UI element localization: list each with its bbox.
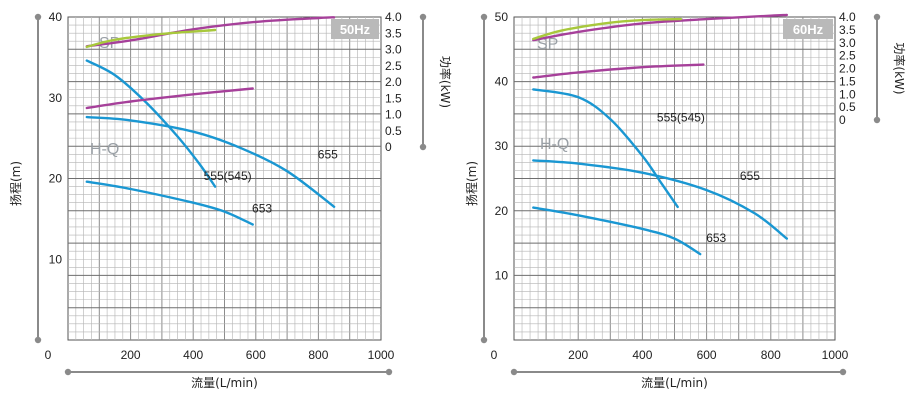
left-axis-rod-dot-end [34, 336, 42, 344]
right-axis-rod-dot-start [419, 13, 427, 21]
y2-axis-label: 功率(kW) [892, 42, 906, 94]
y-axis-label: 扬程(m) [8, 161, 23, 206]
head-curve-653 [85, 180, 254, 226]
x-tick-label: 200 [121, 348, 141, 362]
y-tick-label: 10 [49, 252, 63, 266]
power-curve-5 [85, 28, 217, 49]
right-axis-rod-dot-end [873, 116, 881, 124]
power-curve-3 [85, 16, 336, 48]
y2-tick-label: 3.0 [385, 43, 402, 57]
head-curve-655 [532, 159, 788, 240]
left-axis-rod-dot-start [34, 13, 42, 21]
y-zero-label: 0 [45, 348, 52, 362]
power-curve-4 [532, 63, 705, 79]
bottom-axis-rod-dot-start [64, 368, 72, 376]
left-axis-rod [480, 13, 488, 344]
x-tick-label: 600 [246, 348, 266, 362]
y2-tick-label: 0.5 [385, 124, 402, 138]
y2-tick-label: 2.0 [839, 62, 856, 76]
y2-tick-label: 1.0 [385, 108, 402, 122]
y-tick-label: 40 [495, 75, 509, 89]
grid [514, 17, 835, 340]
y-tick-label: 50 [495, 10, 509, 24]
right-axis-rod [873, 13, 881, 124]
curve-label-655: 655 [740, 169, 760, 183]
y2-tick-label: 2.0 [385, 75, 402, 89]
bottom-axis-rod [64, 368, 393, 376]
y2-tick-label: 3.5 [385, 26, 402, 40]
y2-tick-label: 1.5 [385, 91, 402, 105]
y2-tick-label: 4.0 [385, 10, 402, 24]
y2-tick-label: 3.0 [839, 36, 856, 50]
y2-tick-label: 2.5 [385, 59, 402, 73]
curve-label-653: 653 [706, 231, 726, 245]
y2-tick-label: 2.5 [839, 49, 856, 63]
head-curve-555(545) [85, 59, 217, 188]
y2-tick-label: 0.5 [839, 100, 856, 114]
power-curve-3 [532, 13, 788, 42]
head-curve-555(545) [532, 88, 679, 209]
frequency-badge: 50Hz [331, 19, 379, 39]
curve-label-653: 653 [252, 201, 272, 215]
x-tick-label: 200 [568, 348, 588, 362]
right-axis-rod-dot-end [419, 143, 427, 151]
curve-label-555(545): 555(545) [657, 111, 705, 125]
y-zero-label: 0 [491, 348, 498, 362]
y2-tick-label: 0 [385, 140, 392, 154]
y-tick-label: 40 [49, 10, 63, 24]
badge-bg [783, 19, 833, 39]
frequency-badge: 60Hz [783, 19, 833, 39]
hq-region-label: H-Q [540, 136, 569, 153]
y2-tick-label: 4.0 [839, 10, 856, 24]
head-curve-655 [85, 115, 336, 208]
y-tick-label: 10 [495, 268, 509, 282]
x-tick-label: 400 [632, 348, 652, 362]
curve-label-555(545): 555(545) [204, 169, 252, 183]
right-axis-rod-dot-start [873, 13, 881, 21]
left-axis-rod [34, 13, 42, 344]
right-axis-rod [419, 13, 427, 151]
y2-tick-label: 3.5 [839, 23, 856, 37]
hq-region-label: H-Q [90, 141, 119, 158]
y2-tick-label: 1.5 [839, 74, 856, 88]
x-axis-label: 流量(L/min) [191, 376, 258, 390]
badge-bg [331, 19, 379, 39]
bottom-axis-rod-dot-end [385, 368, 393, 376]
power-curve-5 [532, 17, 683, 41]
y2-tick-label: 1.0 [839, 87, 856, 101]
sp-region-label: SP [537, 36, 558, 53]
badge-label: 50Hz [340, 22, 371, 37]
x-tick-label: 800 [761, 348, 781, 362]
x-tick-label: 800 [308, 348, 328, 362]
y2-tick-label: 0 [839, 113, 846, 127]
y-tick-label: 30 [49, 91, 63, 105]
x-tick-label: 600 [697, 348, 717, 362]
badge-label: 60Hz [793, 22, 824, 37]
left-axis-rod-dot-start [480, 13, 488, 21]
head-curve-653 [532, 206, 702, 256]
x-tick-label: 1000 [822, 348, 849, 362]
curve-label-655: 655 [318, 147, 338, 161]
x-tick-label: 400 [183, 348, 203, 362]
left-axis-rod-dot-end [480, 336, 488, 344]
y-tick-label: 20 [49, 172, 63, 186]
bottom-axis-rod-dot-end [839, 368, 847, 376]
y2-axis-label: 功率(kW) [438, 56, 453, 108]
y-tick-label: 20 [495, 204, 509, 218]
bottom-axis-rod-dot-start [510, 368, 518, 376]
x-axis-label: 流量(L/min) [641, 376, 708, 390]
y-axis-label: 扬程(m) [464, 161, 479, 206]
x-tick-label: 1000 [368, 348, 395, 362]
bottom-axis-rod [510, 368, 847, 376]
power-curve-4 [85, 87, 254, 110]
y-tick-label: 30 [495, 139, 509, 153]
